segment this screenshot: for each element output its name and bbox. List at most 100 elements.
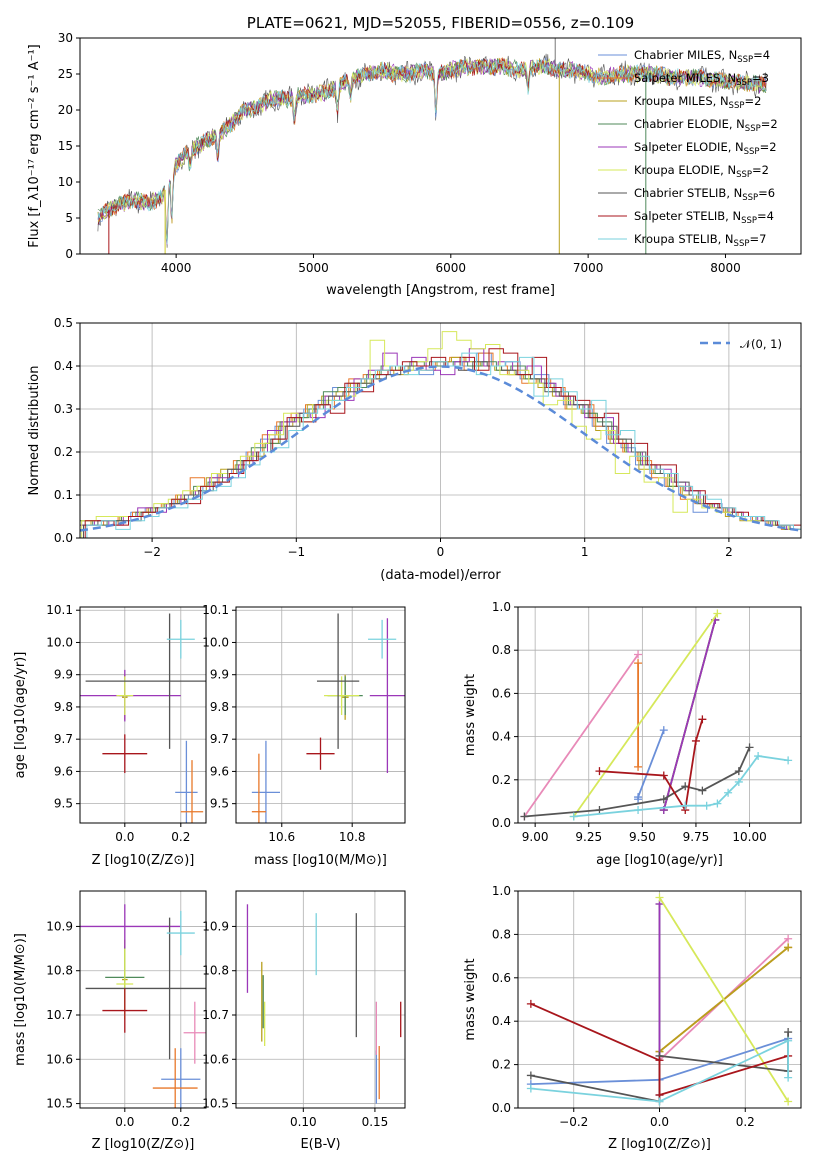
- legend-label-main: Salpeter MILES, N: [634, 71, 736, 85]
- x-tick-label: 9.50: [629, 830, 656, 844]
- x-tick-label: 6000: [436, 261, 467, 275]
- y-tick-label: 9.9: [210, 668, 229, 682]
- point-marker: [784, 1036, 793, 1045]
- point-marker: [681, 801, 690, 810]
- x-tick-label: 4000: [161, 261, 192, 275]
- y-tick-label: 0.0: [492, 816, 511, 830]
- point-marker: [634, 793, 643, 802]
- age_vs_Z-axes: 0.0 0.2 9.5 9.6 9.7 9.8 9.9 10.0 10.1 Z [log10(Z/…: [13, 603, 207, 868]
- y-axis-label: mass weight: [463, 674, 478, 756]
- legend-label: Chabrier MILES, NSSP=4: [634, 48, 770, 65]
- point-marker: [655, 1097, 664, 1106]
- chart-title: PLATE=0621, MJD=52055, FIBERID=0556, z=0…: [247, 14, 634, 32]
- legend-label-main: Chabrier ELODIE, N: [634, 117, 745, 131]
- y-axis-label: Flux [f_λ10⁻¹⁷ erg cm⁻² s⁻¹ A⁻¹]: [27, 44, 42, 248]
- y-tick-label: 10.5: [202, 1097, 229, 1111]
- y-tick-label: 0.2: [492, 773, 511, 787]
- legend-label-sub: SSP: [736, 78, 752, 88]
- x-tick-label: 1: [581, 545, 589, 559]
- x-axis-label: E(B-V): [300, 1137, 340, 1152]
- y-tick-label: 0.1: [54, 488, 73, 502]
- y-axis-label: mass weight: [463, 958, 478, 1040]
- point-marker: [634, 650, 643, 659]
- x-axis-label: age [log10(age/yr)]: [596, 853, 723, 868]
- point-marker: [784, 756, 793, 765]
- y-tick-label: 10: [58, 175, 73, 189]
- point-marker: [784, 1028, 793, 1037]
- histogram-series-0: [80, 352, 795, 526]
- legend-label-sub: SSP: [742, 193, 758, 203]
- hist-plot: [80, 331, 801, 538]
- point-marker: [526, 999, 535, 1008]
- y-tick-label: 0.6: [492, 971, 511, 985]
- y-tick-label: 1.0: [492, 600, 511, 614]
- series-line-7: [530, 1002, 789, 1097]
- histogram-series-5: [81, 331, 801, 538]
- mass_weight_vs_Z-axes: −0.2 0.0 0.2 0.0 0.2 0.4 0.6 0.8 1.0 Z [log10(Z/Z…: [463, 884, 802, 1152]
- y-tick-label: 25: [58, 67, 73, 81]
- point-marker: [659, 771, 668, 780]
- spectrum-plot: [97, 38, 767, 254]
- series-line-6: [524, 747, 751, 818]
- y-tick-label: 10.6: [46, 1052, 73, 1066]
- point-marker: [595, 806, 604, 815]
- x-axis-label: Z [log10(Z/Z⊙)]: [92, 853, 195, 868]
- y-tick-label: 9.6: [210, 764, 229, 778]
- point-marker: [698, 715, 707, 724]
- y-tick-label: 9.9: [54, 668, 73, 682]
- series-line-5: [658, 897, 789, 1102]
- y-tick-label: 10.5: [46, 1097, 73, 1111]
- legend-label-sub: SSP: [736, 170, 752, 180]
- axes-frame: [79, 37, 802, 255]
- y-tick-label: 20: [58, 103, 73, 117]
- y-tick-label: 9.7: [54, 732, 73, 746]
- histogram-series-2: [80, 356, 798, 530]
- y-tick-label: 0.4: [492, 1014, 511, 1028]
- point-marker: [526, 1071, 535, 1080]
- series-line-pink: [523, 653, 639, 818]
- y-tick-label: 0.0: [54, 531, 73, 545]
- y-tick-label: 0: [65, 247, 73, 261]
- x-tick-label: 0.2: [171, 830, 190, 844]
- x-tick-label: 2: [725, 545, 733, 559]
- legend-label-tail: =2: [761, 117, 778, 131]
- legend-label-main: Chabrier STELIB, N: [634, 186, 742, 200]
- y-tick-label: 10.1: [46, 603, 73, 617]
- legend-label-tail: =4: [757, 209, 774, 223]
- x-tick-label: −1: [287, 545, 305, 559]
- y-tick-label: 9.8: [54, 700, 73, 714]
- legend-label-main: Kroupa MILES, N: [634, 94, 729, 108]
- x-tick-label: 9.25: [575, 830, 602, 844]
- y-tick-label: 10.8: [46, 964, 73, 978]
- x-tick-label: 9.75: [683, 830, 710, 844]
- y-tick-label: 9.7: [210, 732, 229, 746]
- axes-frame: [79, 890, 207, 1109]
- x-tick-label: 0.15: [362, 1115, 389, 1129]
- x-tick-label: 0.0: [115, 830, 134, 844]
- y-tick-label: 10.9: [46, 919, 73, 933]
- x-tick-label: 0.0: [650, 1115, 669, 1129]
- x-tick-label: 0.2: [171, 1115, 190, 1129]
- axes-frame: [79, 322, 802, 539]
- y-tick-label: 0.4: [54, 359, 73, 373]
- axes-frame: [235, 890, 406, 1109]
- legend-label-main: Salpeter ELODIE, N: [634, 140, 744, 154]
- x-tick-label: 0.2: [736, 1115, 755, 1129]
- histogram-series-6: [83, 361, 801, 538]
- x-axis-label: wavelength [Angstrom, rest frame]: [326, 283, 555, 298]
- legend-label-tail: =2: [760, 140, 777, 154]
- y-axis-label: Normed distribution: [27, 366, 42, 496]
- point-marker: [745, 743, 754, 752]
- series-line-5: [572, 612, 719, 818]
- y-tick-label: 10.9: [202, 919, 229, 933]
- point-marker: [526, 1084, 535, 1093]
- legend-label: Salpeter ELODIE, NSSP=2: [634, 140, 777, 157]
- y-tick-label: 0.8: [492, 927, 511, 941]
- legend-label-main: Chabrier MILES, N: [634, 48, 737, 62]
- point-marker: [659, 726, 668, 735]
- point-marker: [713, 609, 722, 618]
- x-tick-label: −0.2: [559, 1115, 588, 1129]
- errorbar-plot: [251, 613, 405, 823]
- y-tick-label: 10.7: [46, 1008, 73, 1022]
